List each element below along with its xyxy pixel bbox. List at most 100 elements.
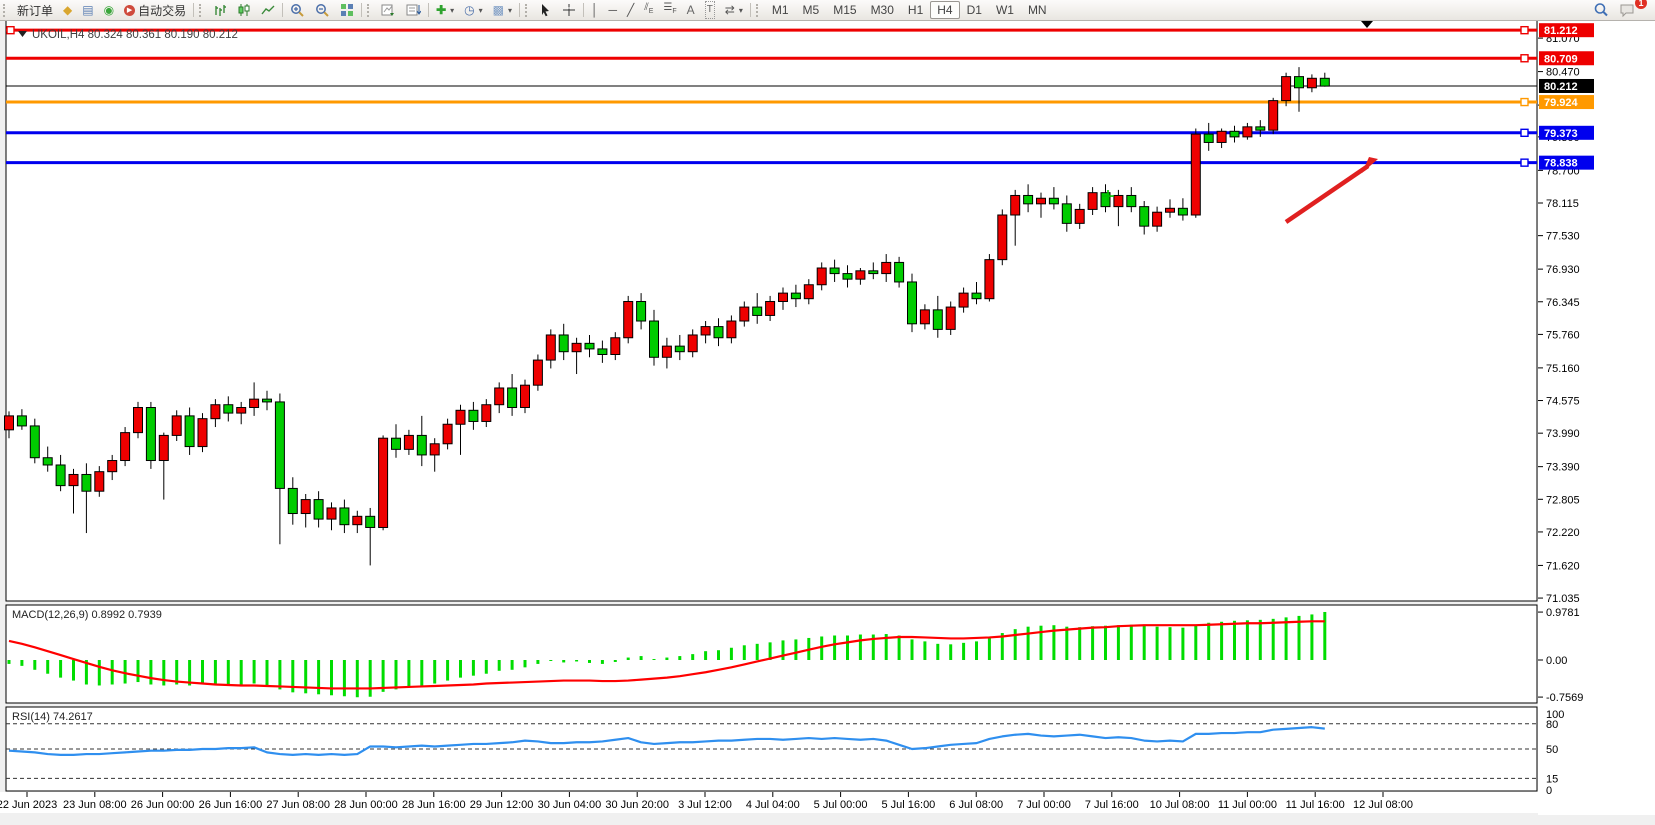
signals-icon[interactable]: ◉ — [103, 3, 115, 17]
crosshair-icon[interactable] — [557, 1, 581, 19]
horizontal-line-icon[interactable]: ─ — [608, 3, 618, 17]
toolbar-grip[interactable] — [755, 3, 762, 17]
candles-layer — [4, 67, 1330, 566]
macd-signal-line — [8, 620, 1325, 690]
timeframe-h1[interactable]: H1 — [907, 3, 924, 17]
candle-body — [739, 306, 750, 322]
price-tag — [1539, 155, 1594, 170]
notifications-button[interactable]: 1 — [1614, 0, 1647, 19]
fibonacci-icon[interactable]: ☰F — [663, 2, 677, 15]
line-chart-icon[interactable] — [256, 1, 280, 19]
equidistant-channel-icon[interactable]: ⫽E — [644, 2, 654, 15]
timeframe-d1[interactable]: D1 — [966, 3, 982, 17]
periods-icon[interactable]: ◷ ▾ — [464, 3, 483, 17]
candle-body — [597, 348, 608, 355]
timeframe-h4[interactable]: H4 — [930, 1, 960, 19]
toolbar-grip[interactable] — [3, 3, 9, 17]
scroll-marker[interactable] — [1361, 21, 1373, 28]
search-icon[interactable] — [1588, 1, 1614, 19]
cursor-icon[interactable] — [534, 1, 557, 19]
svg-text:80.470: 80.470 — [1546, 67, 1580, 79]
candle-body — [1177, 207, 1188, 216]
data-window-icon[interactable] — [401, 1, 426, 19]
timeframe-mn[interactable]: MN — [1027, 3, 1047, 17]
separator — [749, 3, 751, 17]
toolbar-grip[interactable] — [367, 3, 373, 17]
annotations[interactable] — [1102, 157, 1378, 224]
price-tag-label: 79.924 — [1544, 97, 1579, 109]
zoom-in-icon[interactable] — [285, 1, 310, 19]
candle-body — [881, 261, 892, 275]
candle-body — [520, 384, 530, 409]
candle-body — [1216, 130, 1227, 143]
svg-text:10 Jul 08:00: 10 Jul 08:00 — [1150, 799, 1210, 811]
timeframe-w1[interactable]: W1 — [995, 3, 1014, 17]
price-tag — [1539, 78, 1594, 93]
indicator-window-icon[interactable] — [376, 1, 401, 19]
candle-body — [326, 507, 337, 520]
candle-body — [507, 387, 518, 409]
text-label-icon[interactable]: T — [700, 1, 720, 19]
toolbar-grip[interactable] — [525, 3, 531, 17]
hline-handle[interactable] — [6, 25, 15, 35]
horizontal-lines[interactable] — [6, 25, 1537, 167]
candle-body — [661, 345, 672, 358]
candle-body — [1048, 197, 1059, 205]
candle-body — [1203, 133, 1214, 143]
candle-body — [868, 270, 879, 275]
arrows-icon[interactable]: ⇄ ▾ — [724, 3, 743, 17]
svg-text:73.990: 73.990 — [1546, 428, 1580, 440]
candlestick-chart-icon[interactable] — [232, 1, 256, 19]
candle-body — [1139, 206, 1150, 227]
svg-text:26 Jun 00:00: 26 Jun 00:00 — [131, 799, 195, 811]
tile-windows-icon[interactable] — [335, 1, 359, 19]
macd-layer: MACD(12,26,9) 0.8992 0.7939 0.9781 0.00 -0.… — [7, 607, 1583, 704]
vertical-line-icon[interactable]: │ — [591, 3, 599, 17]
svg-text:30 Jun 20:00: 30 Jun 20:00 — [605, 799, 669, 811]
templates-icon[interactable]: ▩ ▾ — [492, 3, 513, 17]
candle-body — [416, 434, 427, 456]
candle-body — [855, 270, 866, 280]
trendline-icon[interactable]: ╱ — [627, 3, 635, 17]
candle-body — [1319, 77, 1330, 87]
profiles-icon[interactable]: ▤ — [82, 3, 94, 17]
bar-chart-icon[interactable] — [208, 1, 232, 19]
zoom-out-icon[interactable] — [310, 1, 335, 19]
separator — [428, 3, 430, 17]
price-tag-label: 80.212 — [1544, 81, 1578, 93]
candle-body — [700, 326, 711, 336]
candle-body — [133, 407, 143, 434]
timeframe-group: M1 M5 M15 M30 H1 H4 D1 W1 MN — [765, 1, 1054, 19]
candle-body — [1229, 130, 1240, 138]
candle-body — [1036, 197, 1046, 205]
candle-body — [197, 418, 208, 448]
candle-body — [816, 267, 827, 286]
candle-body — [532, 359, 543, 386]
svg-text:4 Jul 04:00: 4 Jul 04:00 — [746, 799, 800, 811]
candle-body — [68, 473, 79, 487]
hline-handle — [1520, 97, 1529, 107]
candle-body — [481, 404, 492, 422]
candle-body — [778, 292, 788, 302]
candle-body — [429, 443, 440, 456]
timeframe-m5[interactable]: M5 — [802, 3, 820, 17]
price-tag-label: 78.838 — [1544, 158, 1578, 170]
candle-body — [907, 281, 917, 325]
timeframe-m15[interactable]: M15 — [833, 3, 857, 17]
timeframe-m30[interactable]: M30 — [870, 3, 894, 17]
text-icon[interactable]: A — [686, 3, 695, 17]
add-indicator-icon[interactable]: ✚ ▾ — [436, 3, 455, 17]
new-order-button[interactable]: 新订单 — [12, 1, 58, 19]
toolbar-grip[interactable] — [199, 3, 205, 17]
candle-body — [623, 300, 634, 339]
separator — [583, 3, 585, 17]
svg-text:11 Jul 16:00: 11 Jul 16:00 — [1286, 799, 1345, 811]
autotrading-button[interactable]: ▶ 自动交易 — [119, 1, 191, 19]
timeframe-m1[interactable]: M1 — [771, 3, 789, 17]
time-axis — [0, 792, 1655, 813]
candle-body — [184, 415, 195, 448]
chart-icon[interactable]: ◆ — [63, 3, 73, 17]
candle-body — [726, 320, 737, 339]
